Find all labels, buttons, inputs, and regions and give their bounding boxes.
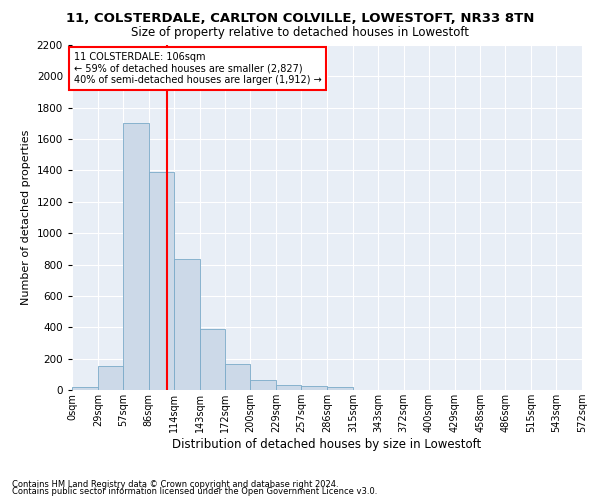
Y-axis label: Number of detached properties: Number of detached properties — [21, 130, 31, 305]
Bar — [250, 380, 276, 390]
Bar — [72, 387, 98, 390]
Text: Size of property relative to detached houses in Lowestoft: Size of property relative to detached ho… — [131, 26, 469, 39]
Bar — [149, 172, 173, 390]
Bar — [327, 386, 353, 390]
Bar — [98, 366, 123, 390]
Text: Contains HM Land Registry data © Crown copyright and database right 2024.: Contains HM Land Registry data © Crown c… — [12, 480, 338, 489]
Bar — [276, 386, 301, 390]
Text: Contains public sector information licensed under the Open Government Licence v3: Contains public sector information licen… — [12, 487, 377, 496]
Bar — [199, 329, 226, 390]
Bar — [226, 364, 250, 390]
X-axis label: Distribution of detached houses by size in Lowestoft: Distribution of detached houses by size … — [172, 438, 482, 451]
Bar — [123, 124, 149, 390]
Text: 11 COLSTERDALE: 106sqm
← 59% of detached houses are smaller (2,827)
40% of semi-: 11 COLSTERDALE: 106sqm ← 59% of detached… — [74, 52, 322, 86]
Bar — [173, 259, 199, 390]
Bar — [301, 386, 327, 390]
Text: 11, COLSTERDALE, CARLTON COLVILLE, LOWESTOFT, NR33 8TN: 11, COLSTERDALE, CARLTON COLVILLE, LOWES… — [66, 12, 534, 26]
